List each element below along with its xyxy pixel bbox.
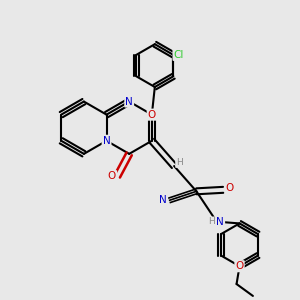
Text: H: H [208, 218, 215, 226]
Text: O: O [148, 110, 156, 120]
Text: N: N [216, 217, 224, 227]
Text: H: H [176, 158, 183, 167]
Text: O: O [236, 261, 244, 271]
Text: N: N [103, 136, 110, 146]
Text: N: N [159, 195, 167, 205]
Text: O: O [226, 183, 234, 193]
Text: O: O [108, 171, 116, 181]
Text: Cl: Cl [173, 50, 184, 60]
Text: N: N [125, 97, 133, 106]
